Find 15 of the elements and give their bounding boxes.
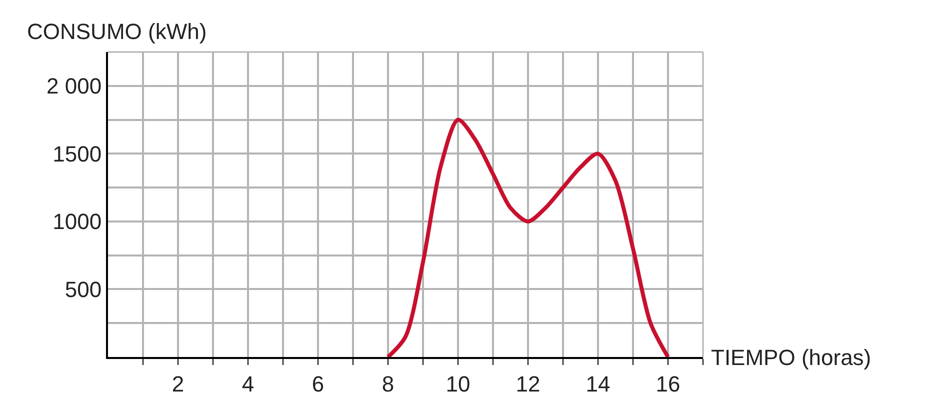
y-tick-label: 1000 xyxy=(52,209,102,234)
y-axis-title: CONSUMO (kWh) xyxy=(27,19,207,44)
x-axis-title: TIEMPO (horas) xyxy=(711,345,872,370)
x-tick-label: 12 xyxy=(516,371,540,396)
x-tick-label: 2 xyxy=(172,371,184,396)
x-tick-label: 4 xyxy=(242,371,254,396)
x-tick-label: 10 xyxy=(446,371,470,396)
x-tick-label: 14 xyxy=(586,371,610,396)
y-tick-label: 500 xyxy=(64,276,102,302)
y-tick-label: 2 000 xyxy=(46,74,102,99)
y-tick-label: 1500 xyxy=(52,141,102,166)
line-series xyxy=(386,118,670,357)
x-tick-label: 16 xyxy=(656,371,680,396)
x-tick-label: 8 xyxy=(382,371,394,396)
x-tick-label: 6 xyxy=(312,371,324,396)
